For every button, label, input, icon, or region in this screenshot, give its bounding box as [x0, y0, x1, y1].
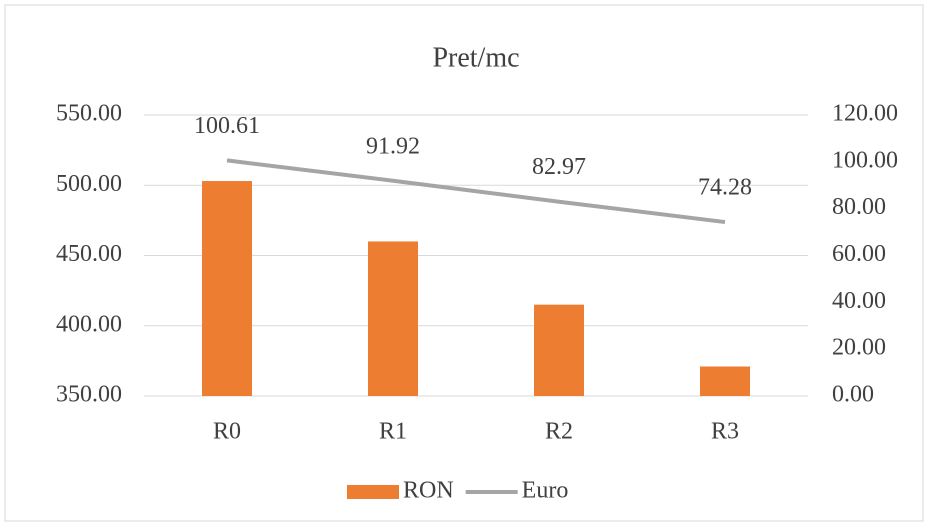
bar [202, 181, 252, 396]
y-tick-label: 450.00 [56, 241, 122, 267]
x-tick-label: R1 [379, 419, 407, 445]
data-label: 91.92 [366, 133, 420, 159]
y2-tick-label: 0.00 [832, 382, 874, 408]
legend-label: Euro [522, 478, 569, 504]
data-label: 82.97 [532, 154, 586, 180]
bar [368, 241, 418, 396]
y-tick-label: 350.00 [56, 382, 122, 408]
bar [700, 366, 750, 396]
data-label: 100.61 [194, 113, 260, 139]
y2-tick-label: 60.00 [832, 241, 886, 267]
chart-frame [4, 4, 924, 522]
chart-title: Pret/mc [432, 42, 519, 73]
y-tick-label: 550.00 [56, 101, 122, 127]
data-label: 74.28 [698, 175, 752, 201]
line [226, 158, 726, 225]
y2-tick-label: 100.00 [832, 147, 898, 173]
x-tick-label: R3 [711, 419, 739, 445]
y2-tick-label: 120.00 [832, 101, 898, 127]
y2-tick-label: 80.00 [832, 194, 886, 220]
bar [534, 304, 584, 396]
x-tick-label: R2 [545, 419, 573, 445]
y2-tick-label: 40.00 [832, 288, 886, 314]
y-tick-label: 500.00 [56, 171, 122, 197]
legend-swatch [347, 485, 399, 499]
y-tick-label: 400.00 [56, 311, 122, 337]
legend-label: RON [403, 478, 454, 504]
x-tick-label: R0 [213, 419, 241, 445]
y2-tick-label: 20.00 [832, 335, 886, 361]
